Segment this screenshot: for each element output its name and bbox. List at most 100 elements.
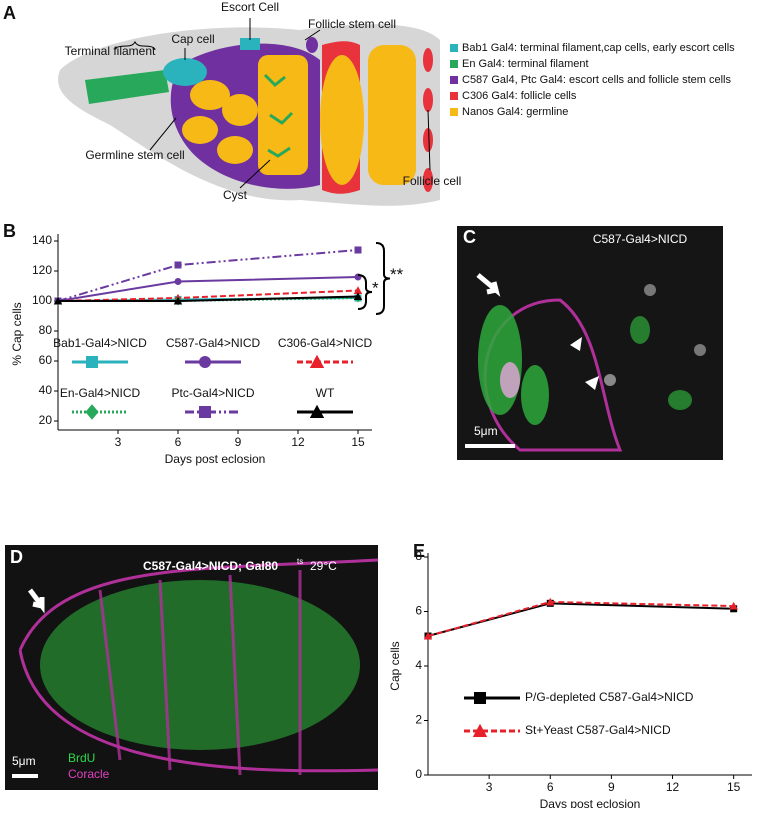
x-tick-label: 3 [486, 780, 493, 794]
marker [173, 296, 183, 305]
series-line [427, 602, 734, 637]
legend-label: C587 Gal4, Ptc Gal4: escort cells and fo… [462, 74, 732, 86]
x-tick-label: 9 [608, 780, 615, 794]
legend-swatch [450, 108, 458, 116]
diagram-label: Cap cell [171, 32, 214, 46]
diagram-label: Cyst [223, 188, 248, 202]
y-tick-label: 80 [39, 323, 53, 337]
pointer [149, 117, 177, 151]
legend-marker [199, 356, 211, 368]
y-tick-label: 60 [39, 353, 53, 367]
marker [174, 278, 182, 285]
egg-chamber [320, 55, 364, 185]
pointer [239, 159, 271, 189]
ovariole-diagram: Terminal filament Cap cell Escort Cell F… [58, 0, 461, 206]
follicle-cell [423, 168, 433, 192]
significance-brace [357, 274, 373, 310]
significance-label: ** [390, 265, 404, 284]
diagram-label: Follicle stem cell [308, 17, 396, 31]
panel-label: E [413, 541, 425, 561]
diagram-label: Follicle cell [403, 174, 462, 188]
y-axis-title: Cap cells [388, 641, 402, 690]
membrane [18, 558, 379, 773]
legend-label: Bab1 Gal4: terminal filament,cap cells, … [462, 42, 735, 54]
marker [353, 286, 363, 294]
terminal-filament [85, 70, 169, 104]
membranes [98, 570, 302, 776]
y-tick-label: 8 [415, 549, 422, 563]
legend-marker [309, 404, 325, 418]
legend-swatch [450, 92, 458, 100]
stain-label: Coracle [68, 767, 110, 781]
x-axis-title: Days post eclosion [540, 797, 641, 808]
legend-label: C306-Gal4>NICD [278, 336, 373, 350]
y-tick-label: 40 [39, 383, 53, 397]
cap-cells [163, 58, 207, 86]
panel-label: A [3, 3, 16, 23]
legend-marker [85, 404, 99, 420]
diagram-label: Terminal filament [65, 44, 156, 58]
nucleus [644, 284, 656, 296]
follicle-cell [423, 48, 433, 72]
y-tick-label: 100 [32, 293, 52, 307]
cells [630, 316, 650, 344]
follicle-cell [423, 128, 433, 152]
y-tick-label: 120 [32, 263, 52, 277]
image-title: C587-Gal4>NICD; Gal80 [143, 559, 278, 573]
arrowheads [570, 337, 599, 390]
germ-cell [217, 136, 253, 164]
y-tick-label: 0 [415, 767, 422, 781]
marker [53, 296, 63, 305]
follicle-cell [423, 88, 433, 112]
legend-label: Nanos Gal4: germline [462, 106, 568, 118]
legend-marker [86, 356, 98, 368]
legend-label: Bab1-Gal4>NICD [53, 336, 147, 350]
legend-label: En Gal4: terminal filament [462, 58, 589, 70]
cells [668, 390, 692, 410]
legend-swatch [450, 44, 458, 52]
series-line [57, 249, 359, 302]
marker [174, 261, 182, 269]
y-tick-label: 2 [415, 713, 422, 727]
panel-label: C [463, 227, 476, 247]
legend-marker [199, 406, 211, 418]
legend-label: C306 Gal4: follicle cells [462, 90, 577, 102]
marker [423, 631, 433, 640]
nucleus [694, 344, 706, 356]
cyst [258, 55, 308, 175]
y-tick-label: 140 [32, 233, 52, 247]
legend-marker [309, 354, 325, 368]
diagram-label: Germline stem cell [85, 148, 184, 162]
cells [500, 362, 520, 398]
x-tick-label: 3 [115, 435, 122, 449]
x-tick-label: 12 [291, 435, 305, 449]
x-tick-label: 6 [547, 780, 554, 794]
panel-label: B [3, 221, 16, 241]
scale-label: 5μm [474, 424, 498, 438]
cells [521, 365, 549, 425]
egg-chamber [368, 45, 416, 185]
nucleus [604, 374, 616, 386]
germ-cell [190, 80, 230, 110]
x-tick-label: 15 [727, 780, 741, 794]
germ-cell [182, 116, 218, 144]
legend-label: P/G-depleted C587-Gal4>NICD [525, 690, 694, 704]
y-tick-label: 4 [415, 658, 422, 672]
germ-cell [222, 94, 258, 126]
marker [353, 292, 363, 300]
legend-label: C587-Gal4>NICD [166, 336, 261, 350]
significance-brace [375, 242, 391, 315]
arrow [476, 273, 501, 297]
micrograph-d: 5μm BrdU Coracle C587-Gal4>NICD; Gal80 t… [5, 545, 379, 790]
legend-label: Ptc-Gal4>NICD [171, 386, 254, 400]
x-tick-label: 15 [351, 435, 365, 449]
image-title-temp: 29°C [310, 559, 337, 573]
legend-marker [472, 723, 488, 737]
y-tick-label: 20 [39, 413, 53, 427]
diagram-label: Escort Cell [221, 0, 279, 14]
y-axis-title: % Cap cells [10, 302, 24, 365]
marker [354, 246, 362, 254]
x-axis-title: Days post eclosion [165, 452, 266, 466]
